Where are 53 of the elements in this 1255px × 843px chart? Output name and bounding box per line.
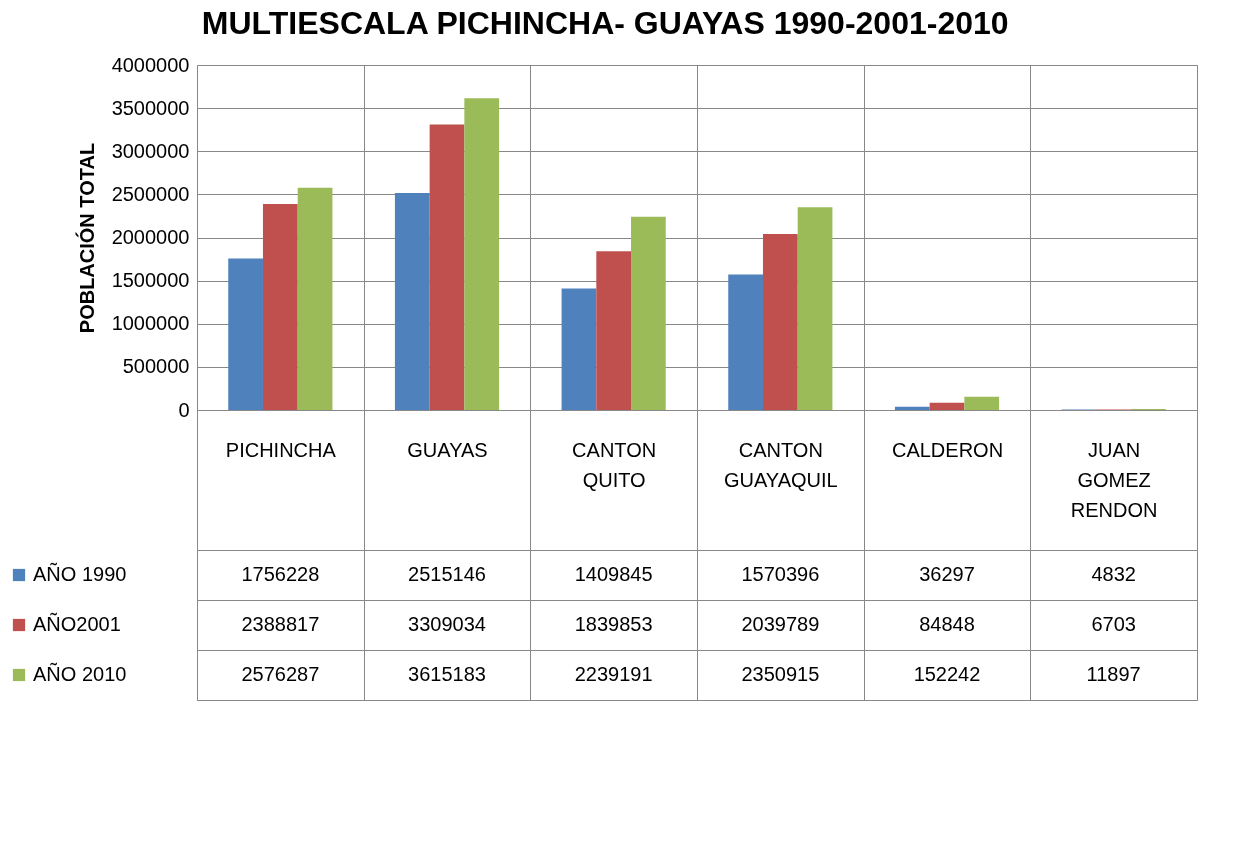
bar xyxy=(964,396,1000,410)
bar xyxy=(596,251,632,410)
legend-label: AÑO 1990 xyxy=(33,562,127,585)
bar xyxy=(929,402,965,410)
x-tick-label: CANTON GUAYAQUIL xyxy=(723,438,838,491)
legend-label: AÑO2001 xyxy=(33,612,121,635)
data-label: 4832 xyxy=(1091,563,1136,585)
data-label: 1756228 xyxy=(241,563,320,585)
bar xyxy=(797,207,833,410)
data-label: 11897 xyxy=(1086,663,1141,685)
y-tick-label: 500000 xyxy=(122,355,190,378)
bar xyxy=(429,124,465,410)
y-tick-label: 2500000 xyxy=(111,182,190,205)
x-tick-label: CANTON QUITO xyxy=(572,438,657,491)
x-tick-label: JUAN GOMEZ RENDON xyxy=(1070,438,1158,521)
legend-label: AÑO 2010 xyxy=(33,662,127,685)
y-tick-label: 1500000 xyxy=(111,269,190,292)
bar xyxy=(631,216,666,410)
y-tick-label: 3000000 xyxy=(111,139,190,162)
data-label: 2039789 xyxy=(741,613,820,635)
y-tick-label: 1000000 xyxy=(111,312,190,335)
data-label: 2350915 xyxy=(741,663,820,685)
y-tick-label: 3500000 xyxy=(111,96,190,119)
y-axis-title: POBLACIÓN TOTAL xyxy=(74,142,98,334)
bar xyxy=(894,406,930,410)
data-label: 2239191 xyxy=(574,663,653,685)
data-label: 84848 xyxy=(919,613,975,635)
chart-title: MULTIESCALA PICHINCHA- GUAYAS 1990-2001-2010 xyxy=(201,5,1009,41)
bar xyxy=(394,193,430,410)
bar xyxy=(262,203,298,410)
data-label: 2515146 xyxy=(408,563,486,585)
bar xyxy=(728,274,763,410)
x-tick-label: GUAYAS xyxy=(407,438,488,461)
y-tick-label: 0 xyxy=(178,398,190,421)
data-label: 1409845 xyxy=(574,563,653,585)
y-tick-label: 2000000 xyxy=(111,226,190,248)
bar xyxy=(561,288,597,410)
x-tick-label: CALDERON xyxy=(891,438,1004,461)
bar xyxy=(762,234,798,410)
data-label: 3615183 xyxy=(408,663,486,685)
y-tick-label: 4000000 xyxy=(111,53,190,76)
data-label: 2576287 xyxy=(241,663,320,685)
data-label: 36297 xyxy=(919,563,975,585)
data-label: 152242 xyxy=(913,663,981,685)
data-label: 6703 xyxy=(1091,613,1136,635)
bar xyxy=(228,258,263,410)
bar xyxy=(297,187,333,410)
x-tick-label: PICHINCHA xyxy=(225,438,337,461)
bar xyxy=(464,98,500,410)
data-label: 1839853 xyxy=(574,613,653,635)
data-label: 1570396 xyxy=(741,563,820,585)
data-label: 3309034 xyxy=(408,613,486,635)
data-label: 2388817 xyxy=(241,613,320,635)
